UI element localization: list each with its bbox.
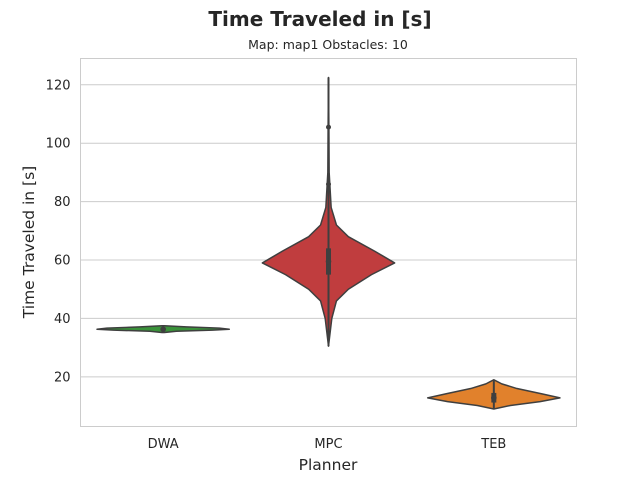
y-tick-labels: 20 40 60 80 100 120 [46, 78, 71, 385]
y-tick-label-120: 120 [46, 78, 71, 93]
x-tick-label-teb: TEB [480, 437, 506, 452]
x-tick-label-dwa: DWA [148, 437, 179, 452]
y-tick-label-40: 40 [54, 312, 71, 327]
outlier-point-mpc-1 [326, 124, 331, 130]
median-point-mpc [325, 258, 332, 265]
violin-dwa [96, 324, 231, 334]
violin-mpc [261, 76, 396, 347]
violin-teb [426, 379, 561, 410]
median-point-teb [491, 395, 497, 401]
chart-subtitle: Map: map1 Obstacles: 10 [248, 37, 408, 52]
x-tick-label-mpc: MPC [314, 437, 342, 452]
x-tick-labels: DWA MPC TEB [148, 437, 507, 452]
y-tick-label-100: 100 [46, 137, 71, 152]
y-tick-label-80: 80 [54, 195, 71, 210]
median-point-dwa [160, 326, 166, 333]
x-axis-label: Planner [299, 456, 358, 474]
violins [96, 76, 561, 410]
chart-title: Time Traveled in [s] [208, 7, 431, 31]
y-tick-label-60: 60 [54, 254, 71, 269]
outlier-point-mpc-0 [326, 181, 331, 187]
y-axis-label: Time Traveled in [s] [20, 166, 38, 319]
plot-frame [80, 58, 577, 427]
y-tick-label-20: 20 [54, 370, 71, 385]
